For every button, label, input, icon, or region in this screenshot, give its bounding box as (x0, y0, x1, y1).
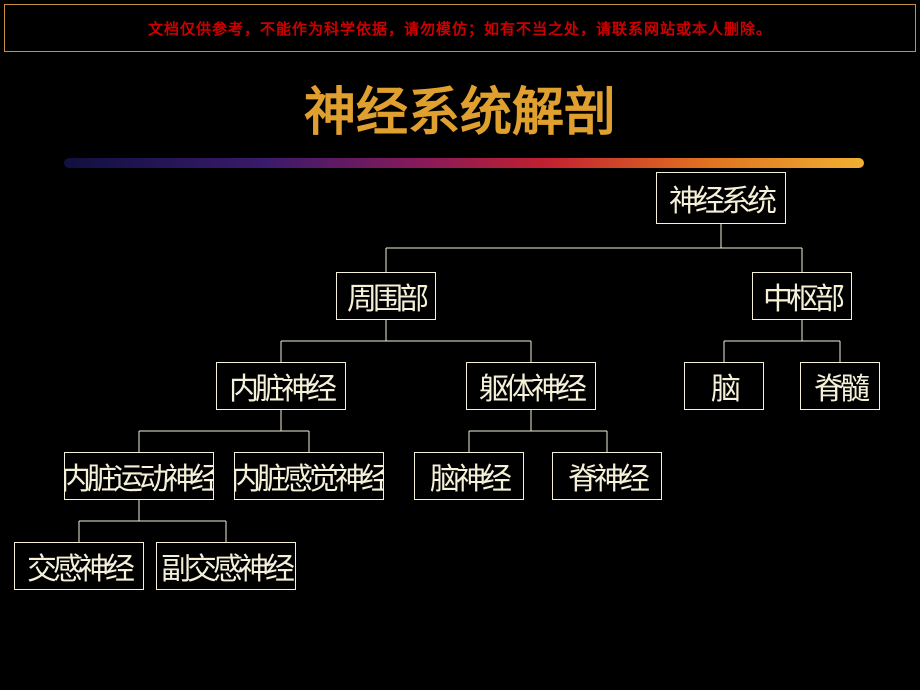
disclaimer-text: 文档仅供参考，不能作为科学依据，请勿模仿；如有不当之处，请联系网站或本人删除。 (148, 18, 772, 39)
gradient-divider (64, 158, 864, 168)
tree-node-peripheral: 周围部 (336, 272, 436, 320)
tree-node-visceral: 内脏神经 (216, 362, 346, 410)
tree-node-spinal: 脊髓 (800, 362, 880, 410)
tree-node-visc-sens: 内脏感觉神经 (234, 452, 384, 500)
tree-node-cranial: 脑神经 (414, 452, 524, 500)
page-title: 神经系统解剖 (0, 70, 920, 145)
tree-node-parasymp: 副交感神经 (156, 542, 296, 590)
tree-node-spinal-n: 脊神经 (552, 452, 662, 500)
disclaimer-banner: 文档仅供参考，不能作为科学依据，请勿模仿；如有不当之处，请联系网站或本人删除。 (4, 4, 916, 52)
tree-node-central: 中枢部 (752, 272, 852, 320)
tree-node-brain: 脑 (684, 362, 764, 410)
tree-node-visc-motor: 内脏运动神经 (64, 452, 214, 500)
tree-node-symp: 交感神经 (14, 542, 144, 590)
tree-node-root: 神经系统 (656, 172, 786, 224)
tree-node-somatic: 躯体神经 (466, 362, 596, 410)
